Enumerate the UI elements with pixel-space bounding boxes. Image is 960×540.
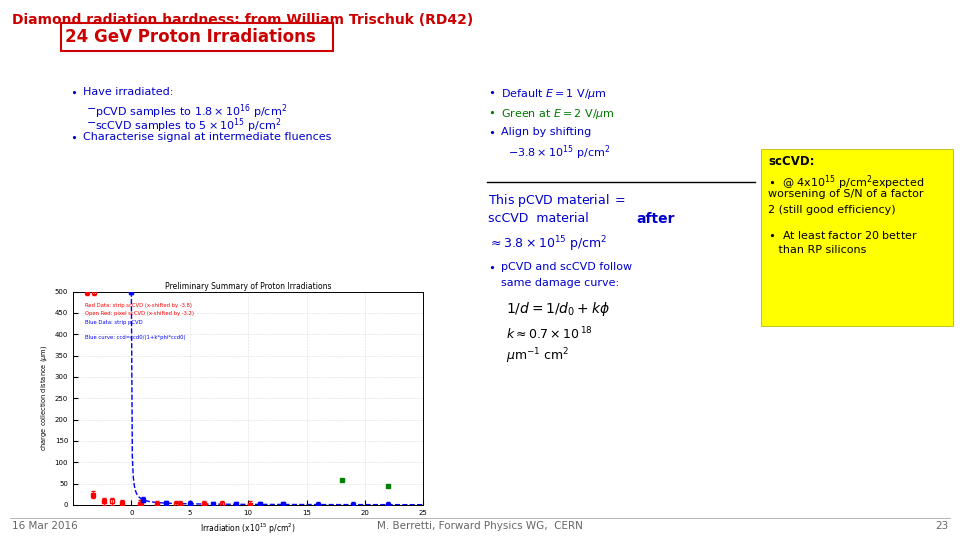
Text: $-$: $-$: [86, 102, 96, 112]
X-axis label: Irradiation (x10$^{15}$ p/cm$^2$): Irradiation (x10$^{15}$ p/cm$^2$): [201, 521, 296, 536]
Text: Default $E = 1$ V/$\mu$m: Default $E = 1$ V/$\mu$m: [501, 87, 607, 101]
Text: $\approx 3.8 \times 10^{15}$ p/cm$^2$: $\approx 3.8 \times 10^{15}$ p/cm$^2$: [488, 234, 608, 254]
Text: scCVD samples to $5 \times 10^{15}$ p/cm$^2$: scCVD samples to $5 \times 10^{15}$ p/cm…: [95, 116, 281, 134]
Text: $k \approx 0.7 \times 10^{\,18}$: $k \approx 0.7 \times 10^{\,18}$: [506, 326, 593, 342]
Text: worsening of S/N of a factor: worsening of S/N of a factor: [768, 189, 924, 199]
Text: Have irradiated:: Have irradiated:: [83, 87, 174, 97]
Text: $\bullet$: $\bullet$: [488, 107, 495, 117]
Text: $\bullet$: $\bullet$: [488, 87, 495, 97]
Text: same damage curve:: same damage curve:: [501, 278, 619, 288]
Text: than RP silicons: than RP silicons: [768, 245, 866, 255]
Text: 23: 23: [935, 521, 948, 531]
Text: $1/d = 1/d_0 + k\phi$: $1/d = 1/d_0 + k\phi$: [506, 300, 610, 318]
Text: 2 (still good efficiency): 2 (still good efficiency): [768, 205, 896, 215]
Text: $\mu$m$^{-1}$ cm$^2$: $\mu$m$^{-1}$ cm$^2$: [506, 346, 569, 366]
Text: $\bullet$: $\bullet$: [488, 262, 495, 272]
Text: scCVD:: scCVD:: [768, 155, 814, 168]
Text: pCVD and scCVD follow: pCVD and scCVD follow: [501, 262, 632, 272]
Title: Preliminary Summary of Proton Irradiations: Preliminary Summary of Proton Irradiatio…: [165, 282, 331, 291]
Text: 24 GeV Proton Irradiations: 24 GeV Proton Irradiations: [65, 28, 316, 46]
FancyBboxPatch shape: [761, 149, 953, 326]
Text: $\bullet$: $\bullet$: [70, 132, 77, 142]
Text: Align by shifting: Align by shifting: [501, 127, 591, 137]
Text: Open Red: pixel scCVD (x-shifted by -3.2): Open Red: pixel scCVD (x-shifted by -3.2…: [84, 311, 194, 316]
FancyBboxPatch shape: [61, 23, 333, 51]
Text: $-$: $-$: [86, 116, 96, 126]
Text: $\bullet$: $\bullet$: [70, 87, 77, 97]
Text: Blue Data: strip pCVD: Blue Data: strip pCVD: [84, 320, 142, 325]
Text: $\bullet$: $\bullet$: [488, 127, 495, 137]
Text: pCVD samples to $1.8 \times 10^{16}$ p/cm$^2$: pCVD samples to $1.8 \times 10^{16}$ p/c…: [95, 102, 287, 120]
Text: $\bullet$  @ 4x10$^{15}$ p/cm$^2$expected: $\bullet$ @ 4x10$^{15}$ p/cm$^2$expected: [768, 173, 924, 192]
Text: $\bullet$  At least factor 20 better: $\bullet$ At least factor 20 better: [768, 229, 918, 241]
Y-axis label: charge collection distance ($\mu$m): charge collection distance ($\mu$m): [39, 345, 49, 451]
Text: 16 Mar 2016: 16 Mar 2016: [12, 521, 78, 531]
Text: Diamond radiation hardness: from William Trischuk (RD42): Diamond radiation hardness: from William…: [12, 13, 473, 27]
Text: scCVD  material: scCVD material: [488, 212, 597, 225]
Text: Green at $E = 2$ V/$\mu$m: Green at $E = 2$ V/$\mu$m: [501, 107, 614, 121]
Text: Red Data: strip scCVD (x-shifted by -3.8): Red Data: strip scCVD (x-shifted by -3.8…: [84, 302, 192, 308]
Text: after: after: [636, 212, 675, 226]
Text: $-3.8 \times 10^{15}$ p/cm$^2$: $-3.8 \times 10^{15}$ p/cm$^2$: [508, 143, 611, 161]
Text: This pCVD material $=$: This pCVD material $=$: [488, 192, 626, 209]
Text: Blue curve: ccd=ccd0/(1+k*phi*ccd0): Blue curve: ccd=ccd0/(1+k*phi*ccd0): [84, 334, 185, 340]
Text: M. Berretti, Forward Physics WG,  CERN: M. Berretti, Forward Physics WG, CERN: [377, 521, 583, 531]
Text: Characterise signal at intermediate fluences: Characterise signal at intermediate flue…: [83, 132, 331, 142]
